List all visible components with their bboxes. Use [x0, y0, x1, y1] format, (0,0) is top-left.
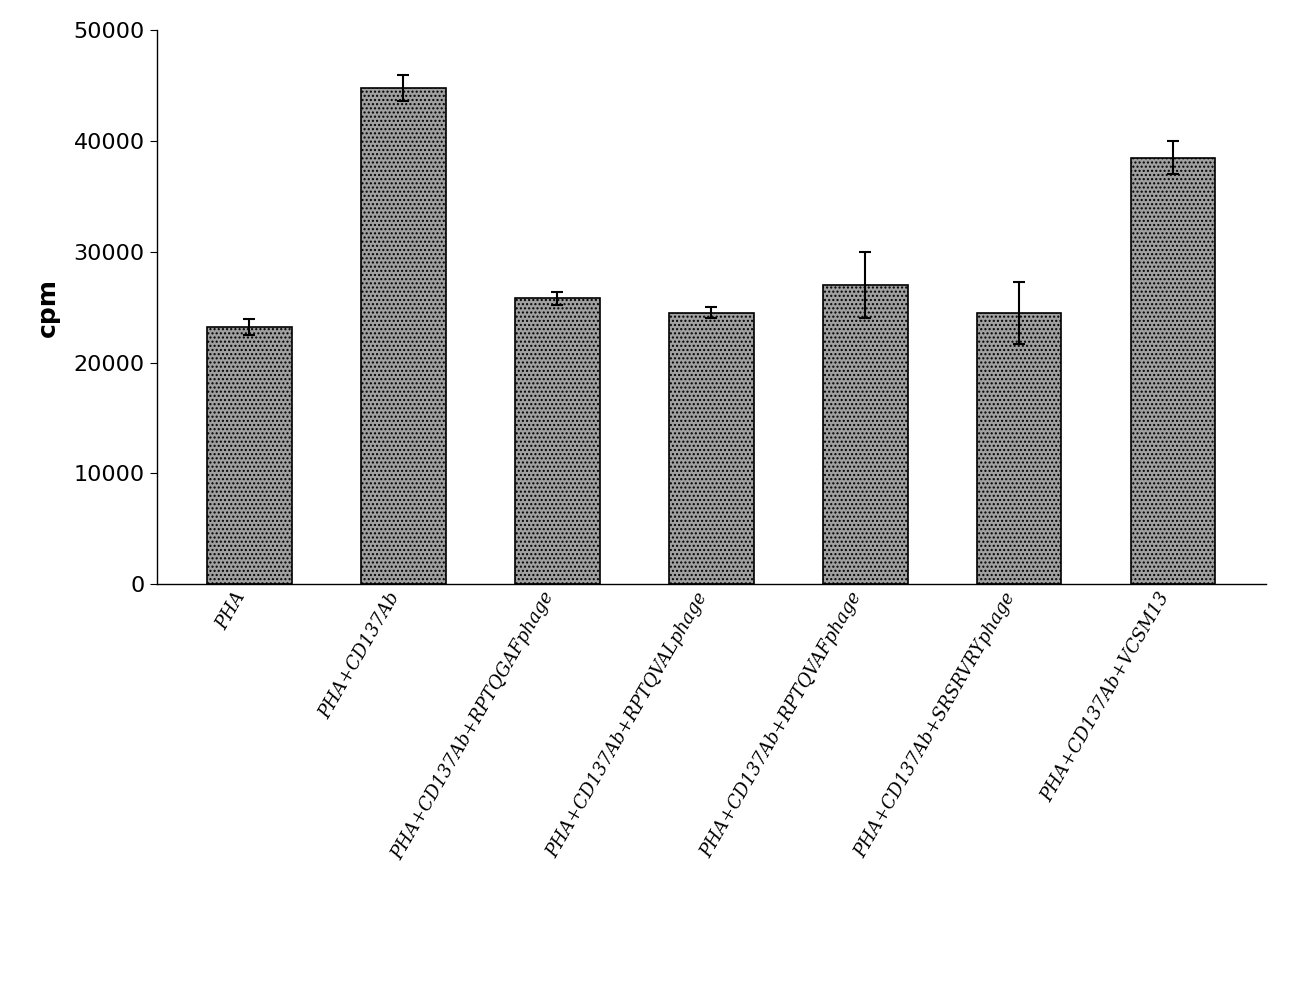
- Bar: [823, 285, 907, 584]
- Bar: [1130, 158, 1215, 584]
- Bar: [669, 312, 753, 584]
- Bar: [977, 312, 1061, 584]
- Y-axis label: cpm: cpm: [35, 278, 60, 336]
- Bar: [515, 298, 599, 584]
- Bar: [361, 88, 445, 584]
- Bar: [207, 327, 292, 584]
